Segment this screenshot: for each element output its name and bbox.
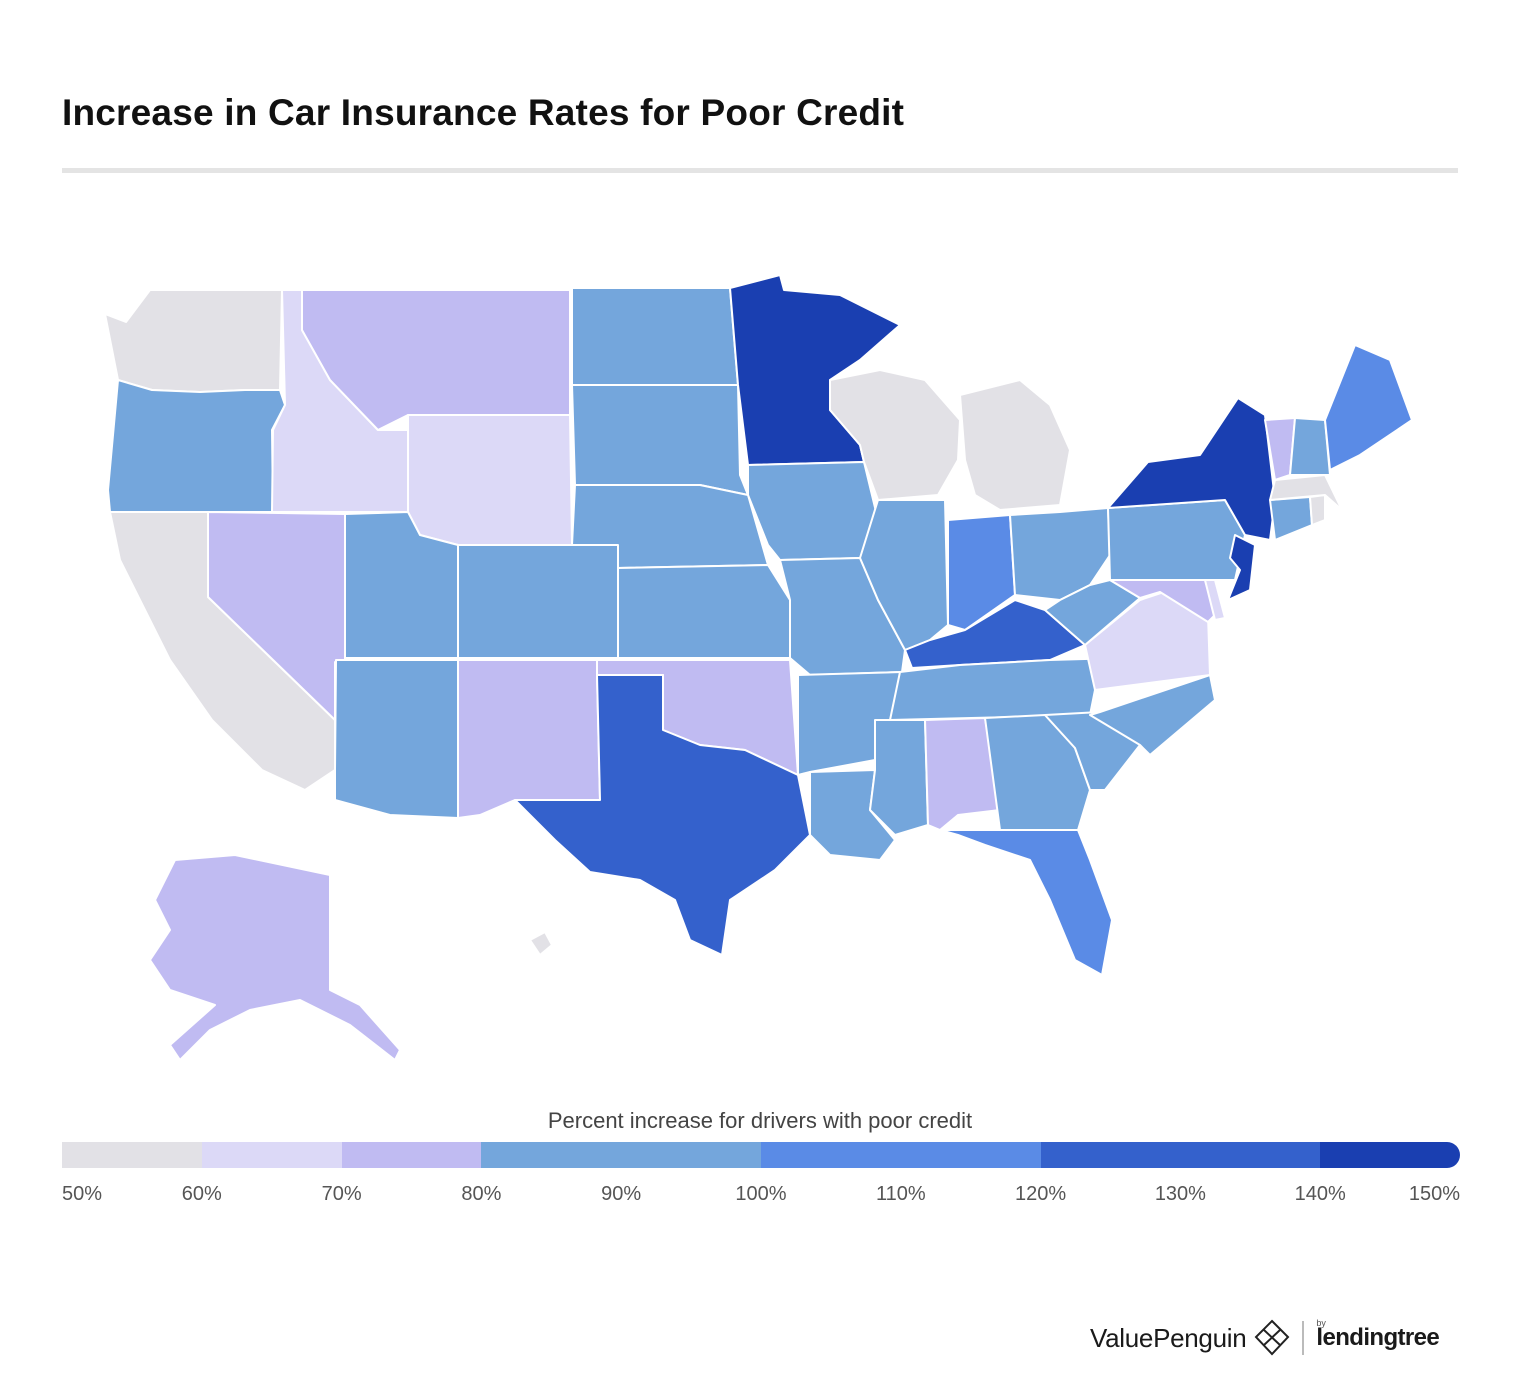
valuepenguin-logo-text: ValuePenguin bbox=[1090, 1322, 1247, 1353]
state-wi bbox=[829, 369, 961, 501]
legend-tick-label: 50% bbox=[62, 1183, 103, 1205]
legend-tick-label: 150% bbox=[1408, 1183, 1460, 1205]
brand-divider bbox=[1302, 1321, 1305, 1355]
legend-tick-label: 80% bbox=[461, 1183, 502, 1205]
state-or bbox=[107, 379, 286, 513]
legend-segment bbox=[621, 1142, 761, 1168]
state-ak bbox=[149, 854, 401, 1061]
legend-tick-label: 130% bbox=[1154, 1183, 1206, 1205]
state-tx bbox=[514, 674, 811, 956]
state-me bbox=[1324, 344, 1413, 471]
legend-tick-label: 90% bbox=[601, 1183, 642, 1205]
state-in bbox=[947, 514, 1016, 631]
state-pa bbox=[1107, 499, 1246, 581]
state-nj bbox=[1227, 534, 1256, 601]
state-nh bbox=[1289, 417, 1331, 476]
state-hi bbox=[529, 931, 553, 956]
brand-logos: ValuePenguin by lendingtree bbox=[1090, 1318, 1440, 1358]
legend-segment bbox=[62, 1142, 202, 1168]
state-az bbox=[334, 659, 459, 819]
legend-tick-label: 70% bbox=[321, 1183, 362, 1205]
state-oh bbox=[1009, 507, 1111, 601]
page-title: Increase in Car Insurance Rates for Poor… bbox=[62, 92, 905, 133]
state-mi bbox=[959, 379, 1071, 511]
state-de bbox=[1204, 579, 1226, 621]
state-ia bbox=[747, 461, 879, 561]
legend-color-scale bbox=[62, 1142, 1460, 1168]
legend-tick-label: 110% bbox=[875, 1183, 926, 1205]
legend-tick-label: 140% bbox=[1294, 1183, 1346, 1205]
state-wy bbox=[407, 414, 573, 546]
legend-segment bbox=[201, 1142, 342, 1168]
state-nm bbox=[457, 659, 601, 819]
legend-segment bbox=[1320, 1142, 1460, 1168]
state-ms bbox=[869, 719, 929, 836]
state-ct bbox=[1269, 496, 1313, 541]
state-wa bbox=[104, 289, 283, 393]
title-divider bbox=[62, 168, 1458, 173]
legend-segment bbox=[341, 1142, 482, 1168]
legend-tick-label: 120% bbox=[1015, 1183, 1067, 1205]
state-sd bbox=[571, 384, 749, 496]
state-fl bbox=[939, 829, 1113, 976]
legend-tick-label: 60% bbox=[181, 1183, 222, 1205]
legend-segment bbox=[900, 1142, 1041, 1168]
state-mt bbox=[301, 289, 571, 431]
legend-segment bbox=[1040, 1142, 1181, 1168]
lendingtree-by-label: by bbox=[1316, 1318, 1326, 1328]
legend-segment bbox=[760, 1142, 901, 1168]
state-nd bbox=[571, 287, 739, 386]
legend-tick-label: 100% bbox=[735, 1183, 787, 1205]
lendingtree-logo: by lendingtree bbox=[1316, 1318, 1440, 1352]
state-ny bbox=[1107, 397, 1276, 541]
legend-caption: Percent increase for drivers with poor c… bbox=[547, 1108, 973, 1133]
state-nc bbox=[1089, 674, 1216, 756]
lendingtree-logo-text: lendingtree bbox=[1316, 1324, 1440, 1351]
legend-segment bbox=[481, 1142, 622, 1168]
us-choropleth-map bbox=[104, 274, 1413, 1061]
state-ri bbox=[1309, 494, 1326, 526]
state-ks bbox=[617, 564, 791, 659]
state-co bbox=[457, 544, 619, 659]
legend-segment bbox=[1180, 1142, 1321, 1168]
valuepenguin-logo-icon bbox=[1254, 1319, 1290, 1356]
